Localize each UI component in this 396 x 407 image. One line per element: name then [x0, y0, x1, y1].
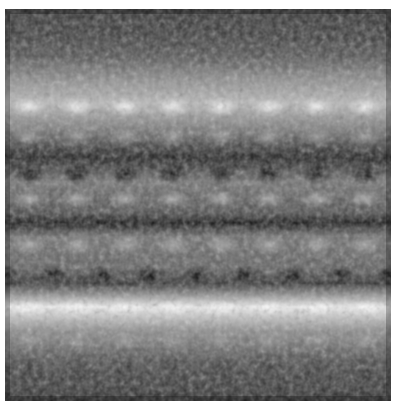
- micrograph-frame: [5, 9, 391, 401]
- speckle-noise: [5, 9, 391, 401]
- lattice-texture: [5, 9, 391, 401]
